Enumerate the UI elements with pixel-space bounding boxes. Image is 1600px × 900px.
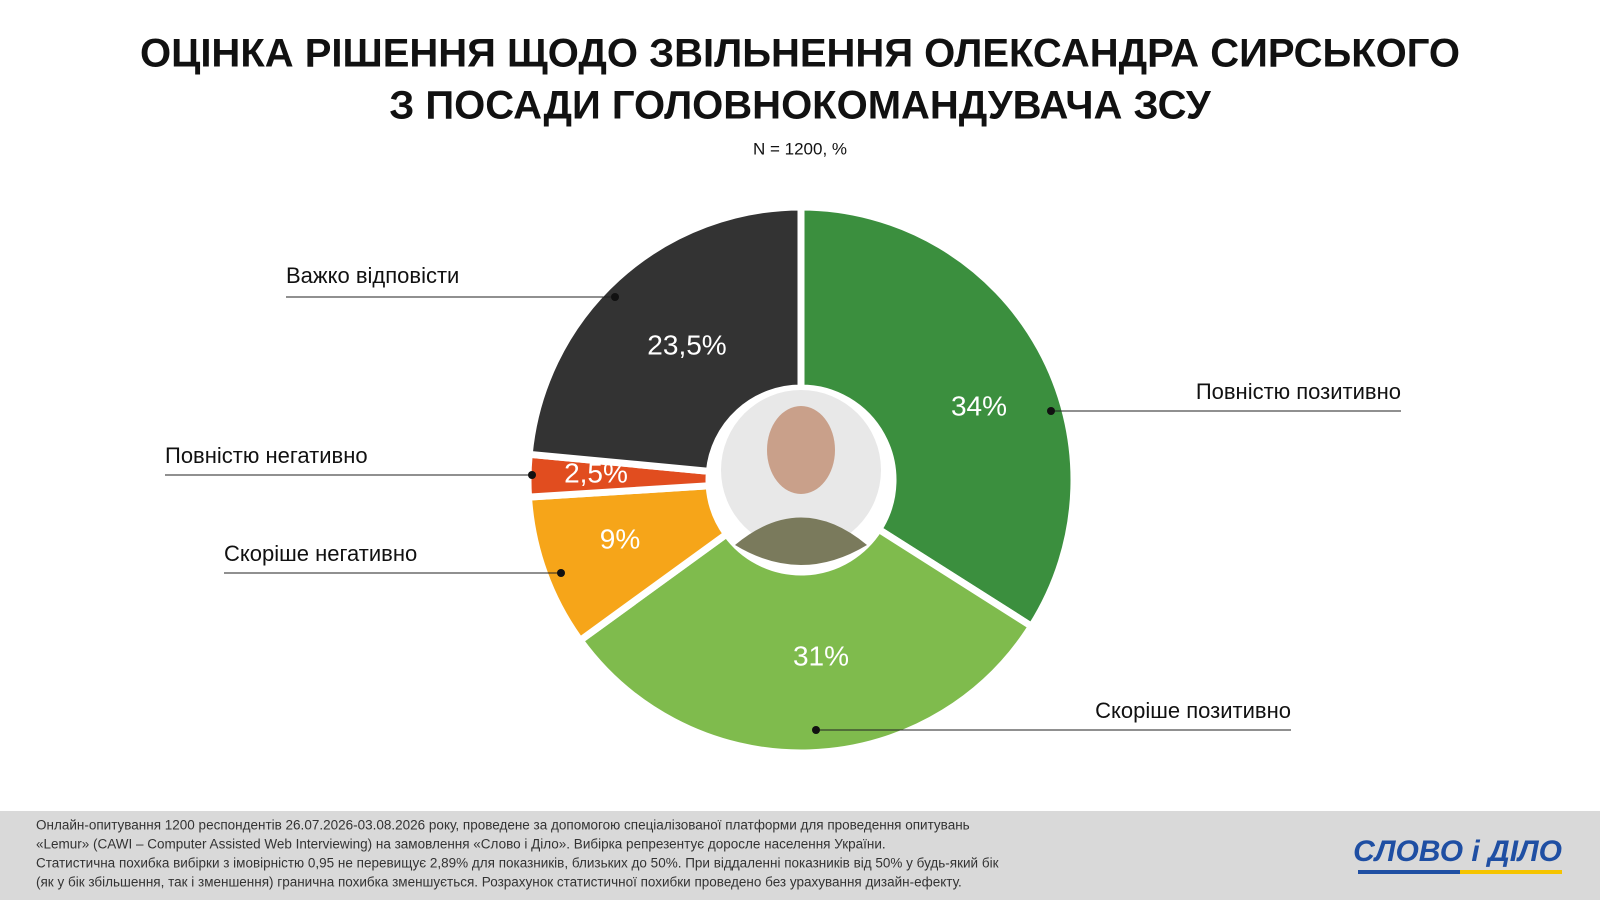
footnote: Онлайн-опитування 1200 респондентів 26.0…: [36, 818, 970, 833]
logo-text: СЛОВО і ДІЛО: [1353, 835, 1562, 868]
footnote: «Lemur» (CAWI – Computer Assisted Web In…: [36, 837, 886, 852]
leader-dot: [812, 726, 820, 734]
value-label: 31%: [793, 640, 849, 671]
value-label: 23,5%: [647, 329, 726, 360]
center-photo: [711, 390, 891, 570]
footer-band: [0, 811, 1600, 900]
category-label: Скоріше негативно: [224, 541, 417, 566]
chart-title: ОЦІНКА РІШЕННЯ ЩОДО ЗВІЛЬНЕННЯ ОЛЕКСАНДР…: [140, 32, 1460, 76]
value-label: 9%: [600, 523, 640, 554]
leader-dot: [557, 569, 565, 577]
category-label: Повністю позитивно: [1196, 379, 1401, 404]
chart-subtitle: N = 1200, %: [753, 139, 847, 158]
leader-dot: [528, 471, 536, 479]
logo: СЛОВО і ДІЛО: [1353, 835, 1562, 874]
value-label: 34%: [951, 390, 1007, 421]
category-label: Скоріше позитивно: [1095, 698, 1291, 723]
category-label: Важко відповісти: [286, 263, 459, 288]
donut-slice: [797, 203, 1078, 630]
footnote: (як у бік збільшення, так і зменшення) г…: [36, 875, 962, 890]
donut-slice: [576, 525, 1035, 757]
donut: 34% Повністю позитивно 31% Скоріше позитивн…: [165, 203, 1401, 757]
donut-slice: [525, 203, 805, 475]
leader-dot: [1047, 407, 1055, 415]
footnote: Статистична похибка вибірки з імовірніст…: [36, 856, 999, 871]
chart-title: З ПОСАДИ ГОЛОВНОКОМАНДУВАЧА ЗСУ: [389, 84, 1212, 128]
leader-dot: [611, 293, 619, 301]
donut-slice: [525, 482, 731, 644]
category-label: Повністю негативно: [165, 443, 368, 468]
